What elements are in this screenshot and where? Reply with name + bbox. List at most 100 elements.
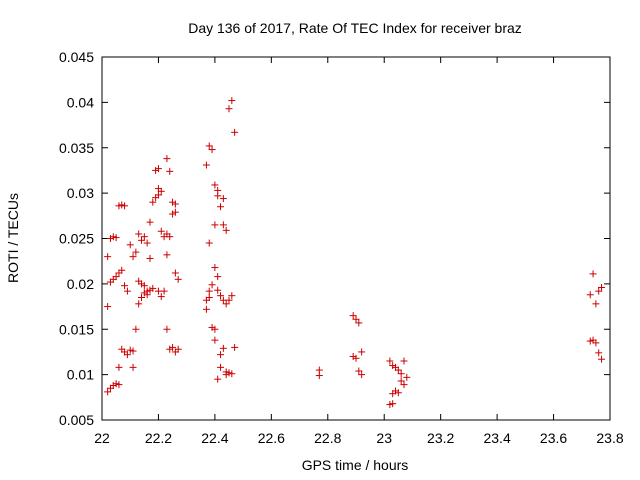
data-point — [205, 239, 213, 247]
data-point — [205, 142, 213, 150]
plot-frame — [101, 56, 611, 421]
x-tick-label: 22.2 — [145, 430, 172, 446]
x-tick-label: 22 — [94, 430, 110, 446]
x-tick-label: 23.8 — [596, 430, 623, 446]
data-point — [174, 275, 182, 283]
data-point — [589, 270, 597, 278]
data-point — [214, 375, 222, 383]
data-point — [174, 345, 182, 353]
data-point — [217, 203, 225, 211]
y-tick-label: 0.02 — [67, 276, 94, 292]
y-axis-label: ROTI / TECUs — [5, 193, 21, 283]
data-point — [171, 200, 179, 208]
data-point — [389, 400, 397, 408]
data-point — [211, 264, 219, 272]
data-point — [138, 236, 146, 244]
data-point — [231, 343, 239, 351]
y-tick-label: 0.03 — [67, 185, 94, 201]
data-points — [104, 97, 606, 409]
data-point — [138, 293, 146, 301]
data-point — [154, 185, 162, 193]
data-point — [132, 325, 140, 333]
data-point — [166, 167, 174, 175]
x-tick-label: 23.6 — [540, 430, 567, 446]
data-point — [112, 273, 120, 281]
data-point — [115, 363, 123, 371]
data-point — [595, 349, 603, 357]
data-point — [163, 251, 171, 259]
x-tick-label: 22.8 — [314, 430, 341, 446]
data-point — [121, 282, 129, 290]
data-point — [592, 300, 600, 308]
data-point — [358, 348, 366, 356]
y-tick-label: 0.045 — [59, 49, 94, 65]
y-tick-label: 0.01 — [67, 367, 94, 383]
data-point — [400, 381, 408, 389]
x-axis: 22 22.2 22.4 22.6 22.8 23 23.2 23.4 23.6 23.8 — [94, 57, 624, 446]
data-point — [231, 128, 239, 136]
data-point — [140, 282, 148, 290]
data-point — [205, 293, 213, 301]
y-tick-label: 0.025 — [59, 231, 94, 247]
data-point — [228, 292, 236, 300]
data-point — [222, 368, 230, 376]
x-tick-label: 23 — [376, 430, 392, 446]
data-point — [115, 381, 123, 389]
data-point — [157, 227, 165, 235]
data-point — [135, 300, 143, 308]
data-point — [169, 210, 177, 218]
y-tick-label: 0.015 — [59, 321, 94, 337]
data-point — [121, 202, 129, 210]
data-point — [129, 363, 137, 371]
data-point — [123, 351, 131, 359]
data-point — [349, 312, 357, 320]
data-point — [211, 336, 219, 344]
data-point — [358, 371, 366, 379]
data-point — [149, 198, 157, 206]
x-axis-label: GPS time / hours — [302, 457, 409, 473]
y-tick-label: 0.005 — [59, 412, 94, 428]
data-point — [205, 287, 213, 295]
data-point — [140, 233, 148, 241]
data-point — [397, 370, 405, 378]
data-point — [217, 351, 225, 359]
data-point — [104, 253, 112, 261]
data-point — [598, 284, 606, 292]
chart-title: Day 136 of 2017, Rate Of TEC Index for r… — [188, 20, 522, 36]
data-point — [219, 195, 227, 203]
data-point — [132, 248, 140, 256]
data-point — [211, 221, 219, 229]
data-point — [169, 343, 177, 351]
data-point — [202, 305, 210, 313]
data-point — [225, 105, 233, 113]
data-point — [403, 373, 411, 381]
data-point — [315, 372, 323, 380]
data-point — [129, 347, 137, 355]
data-point — [126, 241, 134, 249]
data-point — [214, 273, 222, 281]
y-tick-label: 0.04 — [67, 94, 94, 110]
data-point — [219, 344, 227, 352]
data-point — [154, 287, 162, 295]
data-point — [143, 239, 151, 247]
y-tick-label: 0.035 — [59, 140, 94, 156]
x-tick-label: 22.6 — [258, 430, 285, 446]
data-point — [112, 234, 120, 242]
data-point — [394, 389, 402, 397]
data-point — [211, 325, 219, 333]
data-point — [598, 355, 606, 363]
data-point — [219, 221, 227, 229]
data-point — [146, 218, 154, 226]
data-point — [146, 254, 154, 262]
data-point — [225, 296, 233, 304]
data-point — [202, 161, 210, 169]
data-point — [586, 291, 594, 299]
data-point — [214, 286, 222, 294]
data-point — [355, 367, 363, 375]
data-point — [104, 303, 112, 311]
data-point — [352, 354, 360, 362]
data-point — [228, 97, 236, 105]
data-point — [352, 315, 360, 323]
data-point — [222, 226, 230, 234]
